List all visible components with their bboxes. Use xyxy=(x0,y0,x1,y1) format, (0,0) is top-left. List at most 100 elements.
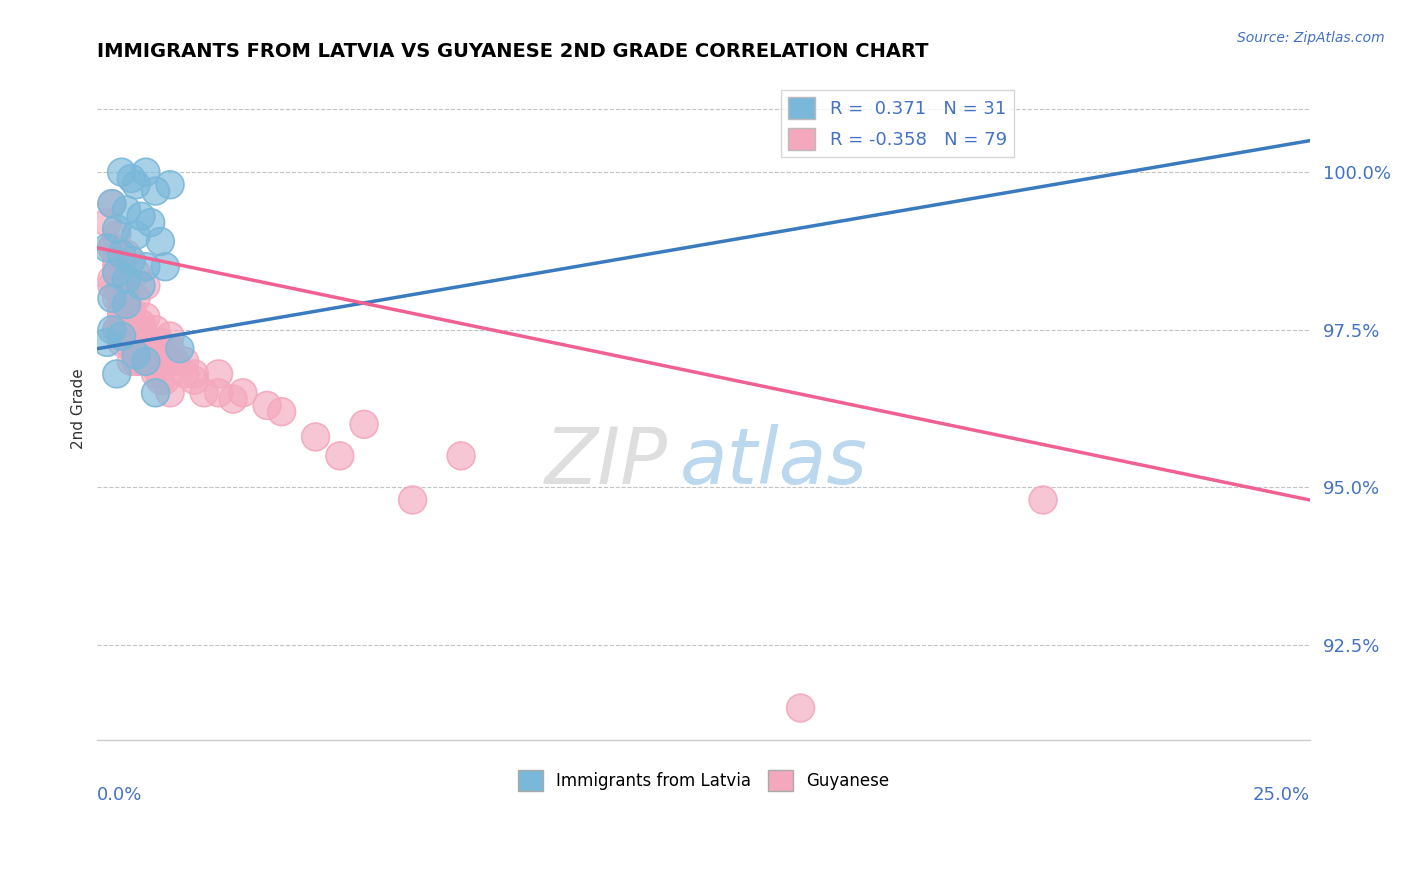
Point xyxy=(115,303,138,318)
Point xyxy=(129,209,152,223)
Point xyxy=(139,216,162,230)
Point xyxy=(207,385,229,400)
Point xyxy=(120,354,142,368)
Point xyxy=(270,405,292,419)
Point xyxy=(125,348,148,362)
Point xyxy=(135,260,157,274)
Point xyxy=(450,449,472,463)
Point xyxy=(120,171,142,186)
Point xyxy=(105,253,128,268)
Point xyxy=(105,228,128,243)
Point xyxy=(183,367,205,381)
Point xyxy=(115,303,138,318)
Point xyxy=(145,385,167,400)
Point xyxy=(101,241,124,255)
Point xyxy=(125,291,148,305)
Point xyxy=(789,701,811,715)
Point xyxy=(149,354,172,368)
Point xyxy=(139,342,162,356)
Point xyxy=(110,260,132,274)
Point xyxy=(1032,493,1054,508)
Point xyxy=(222,392,245,406)
Point xyxy=(155,373,177,387)
Point xyxy=(401,493,423,508)
Point xyxy=(110,260,132,274)
Point xyxy=(105,367,128,381)
Point xyxy=(105,228,128,243)
Legend: R =  0.371   N = 31, R = -0.358   N = 79: R = 0.371 N = 31, R = -0.358 N = 79 xyxy=(780,90,1014,158)
Point xyxy=(125,323,148,337)
Point xyxy=(105,367,128,381)
Point xyxy=(135,165,157,179)
Point xyxy=(135,354,157,368)
Point xyxy=(125,342,148,356)
Point xyxy=(135,342,157,356)
Point xyxy=(115,297,138,311)
Point xyxy=(207,367,229,381)
Point xyxy=(173,367,195,381)
Point xyxy=(304,430,326,444)
Point xyxy=(149,235,172,249)
Point xyxy=(115,272,138,286)
Point xyxy=(115,272,138,286)
Point xyxy=(145,385,167,400)
Point xyxy=(96,241,118,255)
Point xyxy=(207,367,229,381)
Point xyxy=(125,228,148,243)
Y-axis label: 2nd Grade: 2nd Grade xyxy=(72,368,86,449)
Point xyxy=(110,310,132,325)
Point xyxy=(135,310,157,325)
Point xyxy=(96,335,118,350)
Point xyxy=(115,291,138,305)
Point xyxy=(115,272,138,286)
Point xyxy=(125,178,148,192)
Point xyxy=(129,317,152,331)
Point xyxy=(101,272,124,286)
Point xyxy=(125,266,148,280)
Point xyxy=(129,317,152,331)
Point xyxy=(207,385,229,400)
Point xyxy=(125,354,148,368)
Point xyxy=(110,335,132,350)
Point xyxy=(159,342,181,356)
Point xyxy=(353,417,375,432)
Text: ZIP: ZIP xyxy=(544,424,668,500)
Point xyxy=(135,335,157,350)
Point xyxy=(115,303,138,318)
Point xyxy=(149,373,172,387)
Point xyxy=(135,278,157,293)
Point xyxy=(125,354,148,368)
Point xyxy=(155,348,177,362)
Point xyxy=(193,385,215,400)
Point xyxy=(159,385,181,400)
Point xyxy=(125,354,148,368)
Text: Source: ZipAtlas.com: Source: ZipAtlas.com xyxy=(1237,31,1385,45)
Point xyxy=(183,367,205,381)
Point xyxy=(173,367,195,381)
Point xyxy=(789,701,811,715)
Point xyxy=(139,216,162,230)
Point xyxy=(145,323,167,337)
Point xyxy=(115,323,138,337)
Point xyxy=(110,247,132,261)
Point xyxy=(115,297,138,311)
Point xyxy=(149,335,172,350)
Point xyxy=(110,335,132,350)
Point xyxy=(110,272,132,286)
Point xyxy=(129,278,152,293)
Point xyxy=(105,260,128,274)
Point xyxy=(139,342,162,356)
Text: atlas: atlas xyxy=(679,424,868,500)
Point xyxy=(105,253,128,268)
Point xyxy=(120,253,142,268)
Point xyxy=(115,202,138,217)
Point xyxy=(145,360,167,375)
Point xyxy=(163,354,186,368)
Point xyxy=(105,266,128,280)
Point xyxy=(120,342,142,356)
Point xyxy=(129,317,152,331)
Point xyxy=(145,354,167,368)
Point xyxy=(96,241,118,255)
Point xyxy=(101,323,124,337)
Point xyxy=(110,329,132,343)
